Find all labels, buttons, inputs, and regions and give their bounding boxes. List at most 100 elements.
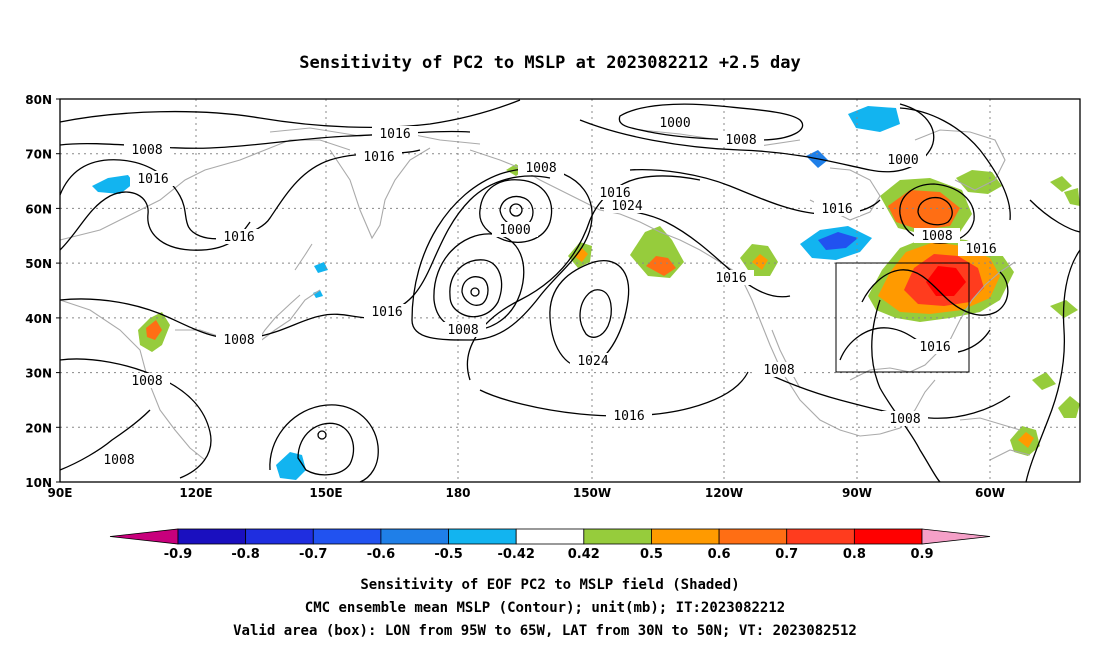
coast-baja <box>771 329 801 389</box>
contour-line <box>839 327 991 361</box>
lat-tick-label: 70N <box>25 148 52 162</box>
colorbar-swatch <box>380 528 449 545</box>
lon-tick-label: 120W <box>705 486 743 500</box>
colorbar-tick-label: 0.5 <box>640 547 663 562</box>
contour-line <box>59 149 421 240</box>
contour-label: 1000 <box>492 222 538 238</box>
svg-text:1016: 1016 <box>715 271 746 286</box>
svg-text:1016: 1016 <box>919 340 950 355</box>
shade-patch-atlantic-positive-1 <box>1050 176 1072 192</box>
shade-patch-caribbean-core <box>1018 432 1034 448</box>
caption-line-2: CMC ensemble mean MSLP (Contour); unit(m… <box>305 600 785 616</box>
contour-line <box>861 269 1009 316</box>
shade-patch-japan-negative-1 <box>314 262 328 273</box>
contour-line <box>899 107 1011 221</box>
contour-label: 1016 <box>356 149 402 165</box>
svg-text:1016: 1016 <box>371 305 402 320</box>
svg-text:1016: 1016 <box>965 242 996 257</box>
contour-label: 1016 <box>216 229 262 245</box>
shade-patch-kamchatka-negative <box>92 175 134 194</box>
svg-text:1008: 1008 <box>725 133 756 148</box>
colorbar-tick-label: -0.9 <box>164 547 192 562</box>
colorbar-tick-label: -0.5 <box>434 547 462 562</box>
shade-patch-hudson-negative-core <box>818 232 858 250</box>
lat-tick-label: 10N <box>25 476 52 490</box>
contour-label: 1008 <box>440 322 486 338</box>
contour-line <box>509 203 523 217</box>
coast-kamchatka <box>329 147 431 240</box>
contour-label: 1016 <box>592 185 638 201</box>
svg-text:1008: 1008 <box>921 229 952 244</box>
caption-line-3: Valid area (box): LON from 95W to 65W, L… <box>233 623 857 639</box>
contour-line <box>269 404 379 483</box>
contour-label: 1008 <box>124 142 170 158</box>
svg-text:1000: 1000 <box>887 153 918 168</box>
colorbar-tick-label: -0.6 <box>367 547 395 562</box>
coast-north-america-west <box>739 274 881 437</box>
contour-line <box>449 259 503 318</box>
contour-line <box>1025 249 1081 483</box>
shade-patch-canada-west-core <box>752 254 768 270</box>
svg-text:1008: 1008 <box>223 333 254 348</box>
lon-tick-label: 120E <box>179 486 212 500</box>
contour-label: 1024 <box>604 198 650 214</box>
shade-patch-atlantic-positive-2 <box>1064 188 1080 206</box>
contour-label: 1008 <box>718 132 764 148</box>
contour-line <box>1029 199 1081 233</box>
contour-line <box>297 422 355 476</box>
colorbar-tick-label: 0.6 <box>708 547 731 562</box>
svg-text:1016: 1016 <box>363 150 394 165</box>
lon-tick-label: 150E <box>309 486 342 500</box>
lat-tick-label: 50N <box>25 257 52 271</box>
lon-tick-label: 90E <box>48 486 73 500</box>
colorbar-swatch <box>515 528 585 545</box>
contour-label: 1016 <box>708 270 754 286</box>
contour-label: 1016 <box>372 126 418 142</box>
contour-label: 1016 <box>912 339 958 355</box>
colorbar-tick-label: -0.7 <box>299 547 327 562</box>
mslp-contours <box>59 99 1081 483</box>
longitude-axis: 90E 120E 150E 180 150W 120W 90W 60W <box>48 486 1005 500</box>
contour-line <box>470 287 480 297</box>
colorbar-swatch <box>245 528 314 545</box>
contour-label: 1000 <box>880 152 926 168</box>
colorbar-extend-high <box>921 528 991 545</box>
shade-patch-baffin-negative <box>848 106 900 132</box>
lon-tick-label: 60W <box>975 486 1005 500</box>
svg-text:1008: 1008 <box>889 412 920 427</box>
contour-line <box>579 289 612 338</box>
colorbar-swatch <box>583 528 652 545</box>
contour-label: 1008 <box>96 452 142 468</box>
colorbar-tick-label: 0.8 <box>843 547 866 562</box>
svg-text:1016: 1016 <box>821 202 852 217</box>
contour-label: 1000 <box>652 115 698 131</box>
svg-text:1008: 1008 <box>131 374 162 389</box>
svg-text:1000: 1000 <box>659 116 690 131</box>
lon-tick-label: 180 <box>445 486 470 500</box>
contour-line <box>59 358 212 479</box>
svg-text:1024: 1024 <box>577 354 608 369</box>
colorbar-extend-low <box>109 528 179 545</box>
map-panel: 1016 1016 1008 1016 1016 1008 1008 1016 … <box>59 98 1081 483</box>
contour-line <box>59 191 251 251</box>
svg-text:1008: 1008 <box>763 363 794 378</box>
shade-patch-japan-negative-2 <box>313 290 323 298</box>
shade-patch-midpac-positive-core <box>574 248 588 262</box>
colorbar-tick-label: -0.8 <box>231 547 259 562</box>
lat-tick-label: 40N <box>25 312 52 326</box>
contour-label: 1008 <box>124 373 170 389</box>
contour-line <box>411 167 593 341</box>
contour-line <box>579 103 935 173</box>
contour-line <box>59 409 151 471</box>
svg-text:1008: 1008 <box>103 453 134 468</box>
lon-tick-label: 150W <box>573 486 611 500</box>
svg-text:1008: 1008 <box>131 143 162 158</box>
contour-label: 1024 <box>570 353 616 369</box>
colorbar-swatch <box>853 528 923 545</box>
colorbar-swatch <box>312 528 382 545</box>
colorbar-swatch <box>651 528 720 545</box>
contour-label: 1008 <box>518 160 564 176</box>
shade-patch-china-positive-core <box>146 320 162 340</box>
colorbar-swatch <box>718 528 788 545</box>
